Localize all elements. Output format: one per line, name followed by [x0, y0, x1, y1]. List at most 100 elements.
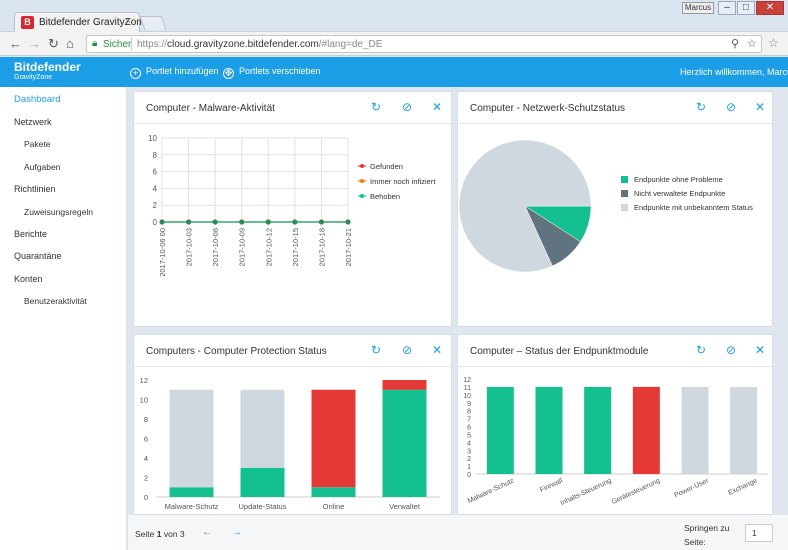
address-bar[interactable]: 🔒︎ Sicher https://cloud.gravityzone.bitd… — [86, 35, 762, 53]
move-portlets-button[interactable]: ✥ Portlets verschieben — [223, 66, 321, 79]
home-icon[interactable]: ⌂ — [66, 36, 74, 51]
forward-arrow-icon[interactable]: → — [28, 36, 41, 51]
x-tick-label: Gerätesteuerung — [611, 477, 662, 506]
network-protection-chart: Endpunkte ohne Probleme Nicht verwaltete … — [458, 139, 753, 273]
back-arrow-icon[interactable]: ← — [9, 36, 22, 51]
sidebar-item-berichte[interactable]: Berichte — [14, 229, 48, 239]
data-point — [212, 219, 218, 225]
bar-segment — [382, 389, 427, 497]
maximize-button[interactable]: □ — [737, 1, 755, 15]
legend-swatch — [621, 176, 628, 183]
portlet-title: Computer - Netzwerk-Schutzstatus — [470, 103, 626, 114]
close-icon[interactable]: ✕ — [755, 100, 766, 114]
close-icon[interactable]: ✕ — [755, 343, 766, 357]
sidebar-item-quarantaene[interactable]: Quarantäne — [14, 251, 62, 261]
sidebar-item-aufgaben[interactable]: Aufgaben — [24, 162, 61, 172]
sidebar-item-dashboard[interactable]: Dashboard — [14, 94, 61, 105]
x-tick-label: 2017-10-18 — [317, 228, 326, 266]
bar — [681, 386, 709, 474]
profile-badge[interactable]: Marcus — [682, 2, 714, 14]
y-tick-label: 6 — [153, 168, 158, 177]
extension-icon[interactable]: ☆ — [768, 36, 779, 50]
x-tick-label: 2017-10-21 — [344, 228, 353, 266]
refresh-icon[interactable]: ↻ — [696, 343, 707, 357]
url-text[interactable]: https://cloud.gravityzone.bitdefender.co… — [137, 39, 383, 50]
bitdefender-logo-icon: B — [21, 16, 34, 29]
y-tick-label: 12 — [140, 376, 148, 385]
browser-tab[interactable]: B Bitdefender GravityZone × — [14, 12, 147, 32]
minimize-button[interactable]: – — [718, 1, 736, 15]
data-point — [265, 219, 271, 225]
settings-icon[interactable]: ⊘ — [402, 343, 413, 357]
zoom-icon[interactable]: ⚲ — [731, 38, 740, 50]
brand-subtitle: GravityZone — [14, 74, 53, 81]
add-portlet-button[interactable]: + Portlet hinzufügen — [130, 66, 219, 79]
y-tick-label: 0 — [144, 493, 148, 502]
y-tick-label: 11 — [464, 385, 471, 392]
sidebar-item-konten[interactable]: Konten — [14, 274, 43, 284]
x-tick-label: Update-Status — [239, 502, 287, 511]
bar — [486, 386, 514, 474]
sidebar-item-benutzeraktivitaet[interactable]: Benutzeraktivität — [24, 296, 87, 306]
legend-label: Gefunden — [370, 162, 403, 171]
settings-icon[interactable]: ⊘ — [726, 100, 737, 114]
refresh-icon[interactable]: ↻ — [696, 100, 707, 114]
next-page-button[interactable]: → — [232, 527, 242, 538]
close-icon[interactable]: ✕ — [432, 100, 443, 114]
prev-page-button[interactable]: ← — [202, 527, 212, 538]
malware-activity-chart: 0 2 4 6 8 10 2017-10-06 00 2017-10-03 2017-10-06… — [148, 134, 436, 277]
reload-icon[interactable]: ↻ — [48, 36, 59, 51]
tab-close-icon[interactable]: × — [125, 16, 131, 27]
settings-icon[interactable]: ⊘ — [726, 343, 737, 357]
settings-icon[interactable]: ⊘ — [402, 100, 413, 114]
data-point — [292, 219, 298, 225]
close-window-button[interactable]: ✕ — [756, 1, 784, 15]
close-icon[interactable]: ✕ — [432, 343, 443, 357]
bar-segment — [169, 389, 214, 488]
x-tick-label: Malware-Schutz — [467, 477, 516, 505]
star-icon[interactable]: ☆ — [747, 38, 757, 50]
portlet-endpoint-modules: Computer – Status der Endpunktmodule ↻ ⊘… — [457, 334, 773, 515]
window-titlebar: B Bitdefender GravityZone × Marcus – □ ✕ — [0, 0, 788, 32]
y-tick-label: 6 — [467, 425, 471, 432]
data-point — [345, 219, 351, 225]
data-point — [185, 219, 192, 225]
bar-segment — [382, 380, 427, 390]
x-tick-label: 2017-10-12 — [264, 228, 273, 266]
brand-logo[interactable]: Bitdefender — [14, 60, 81, 74]
refresh-icon[interactable]: ↻ — [371, 343, 382, 357]
portlet-malware-activity: Computer - Malware-Aktivität ↻ ⊘ ✕ 0 2 4 6 8… — [133, 91, 452, 327]
y-tick-label: 4 — [144, 454, 148, 463]
welcome-user-menu[interactable]: Herzlich willkommen, Marcus — [680, 67, 788, 77]
bar — [535, 386, 563, 474]
sidebar-item-zuweisungsregeln[interactable]: Zuweisungsregeln — [24, 207, 93, 217]
data-point — [239, 219, 245, 225]
browser-toolbar: ← → ↻ ⌂ 🔒︎ Sicher https://cloud.gravityz… — [0, 32, 788, 56]
x-tick-label: Firewall — [539, 477, 564, 494]
sidebar-item-pakete[interactable]: Pakete — [24, 139, 51, 149]
sidebar-item-netzwerk[interactable]: Netzwerk — [14, 117, 52, 127]
bar — [730, 386, 758, 474]
jump-to-page-input[interactable]: 1 — [745, 524, 773, 542]
plus-circle-icon: + — [130, 68, 141, 79]
sidebar-item-richtlinien[interactable]: Richtlinien — [14, 184, 56, 194]
app-header: Bitdefender GravityZone + Portlet hinzufü… — [0, 57, 788, 87]
tab-title: Bitdefender GravityZone — [39, 17, 148, 28]
refresh-icon[interactable]: ↻ — [371, 100, 382, 114]
jump-to-page-label: Springen zu Seite: — [684, 523, 730, 547]
data-point — [159, 219, 165, 225]
bar — [632, 386, 660, 474]
new-tab-button[interactable] — [139, 16, 167, 30]
legend-marker — [360, 164, 364, 168]
y-tick-label: 5 — [467, 432, 471, 439]
y-tick-label: 10 — [140, 396, 148, 405]
bar-segment — [311, 487, 356, 497]
move-icon: ✥ — [223, 68, 234, 79]
x-tick-label: Online — [323, 502, 345, 511]
x-tick-label: 2017-10-03 — [185, 228, 194, 266]
y-tick-label: 8 — [467, 409, 471, 416]
bar-segment — [169, 487, 214, 497]
bar-segment — [240, 389, 285, 468]
y-tick-label: 12 — [463, 377, 471, 384]
y-tick-label: 10 — [148, 134, 157, 143]
